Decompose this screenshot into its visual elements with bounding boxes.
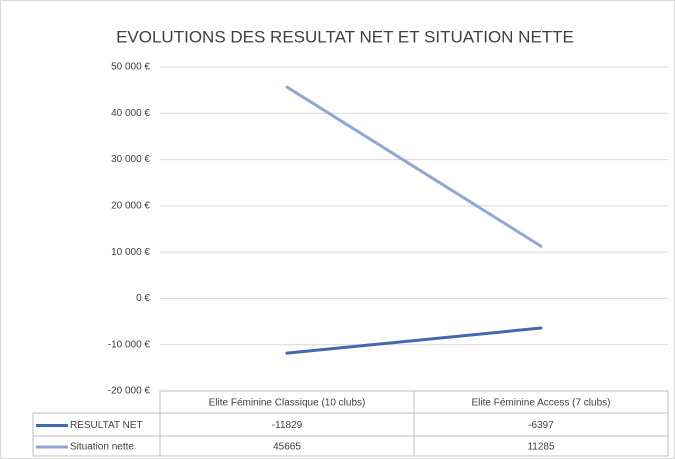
legend-label: Situation nette [70,442,134,453]
table-value: -11829 [272,420,303,431]
table-value: 45665 [273,442,301,453]
chart-title: EVOLUTIONS DES RESULTAT NET ET SITUATION… [116,27,574,46]
y-tick-label: -20 000 € [108,386,151,397]
x-tick-label: Elite Féminine Classique (10 clubs) [209,398,366,409]
table-value: -6397 [528,420,554,431]
y-tick-label: 30 000 € [111,154,150,165]
y-tick-label: -10 000 € [108,339,151,350]
y-tick-label: 50 000 € [111,62,150,73]
series-line [285,85,543,248]
table-value: 11285 [527,442,555,453]
y-tick-label: 20 000 € [111,200,150,211]
y-tick-label: 40 000 € [111,108,150,119]
y-tick-label: 0 € [136,293,150,304]
x-tick-label: Elite Féminine Access (7 clubs) [472,398,611,409]
legend-label: RESULTAT NET [70,420,143,431]
series-line [285,326,543,355]
y-tick-label: 10 000 € [111,247,150,258]
